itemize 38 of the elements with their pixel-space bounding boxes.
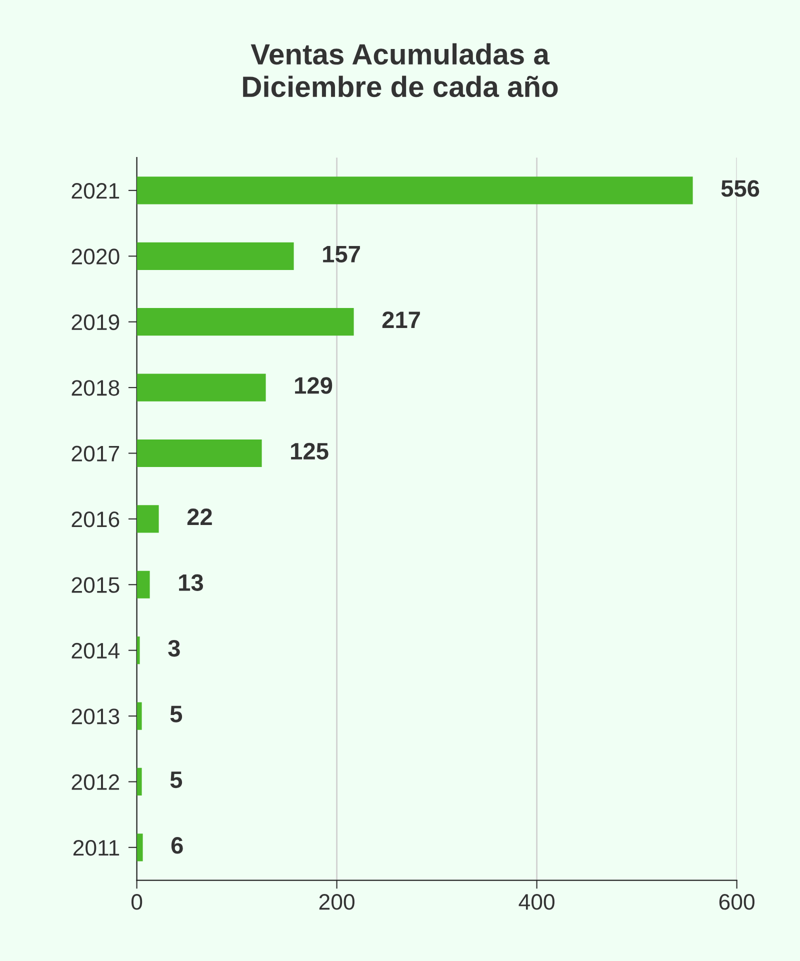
bar (136, 439, 262, 468)
bar (136, 834, 143, 862)
bar (136, 242, 294, 270)
y-tick-label: 2014 (72, 642, 120, 659)
y-tick-label: 2019 (72, 314, 120, 330)
data-label: 556 (721, 180, 760, 197)
x-tick-label: 600 (719, 894, 754, 910)
y-tick-label: 2021 (72, 182, 120, 199)
y-tick-label: 2016 (72, 511, 120, 528)
x-tick-label: 400 (518, 894, 554, 910)
bar (136, 768, 142, 796)
data-label: 125 (291, 442, 328, 460)
x-tick-label: 200 (319, 894, 354, 910)
y-tick-label: 2017 (72, 446, 120, 462)
data-label: 129 (295, 377, 332, 394)
bar (136, 176, 693, 204)
bar (136, 570, 150, 598)
data-label: 5 (170, 706, 182, 722)
bar (136, 505, 159, 533)
chart-title: Ventas Acumuladas a Diciembre de cada año (243, 43, 558, 98)
bar (136, 702, 142, 730)
data-label: 217 (382, 311, 420, 328)
x-tick-label: 0 (131, 894, 142, 910)
bar (136, 308, 354, 336)
data-label: 13 (179, 574, 203, 592)
y-tick-label: 2011 (73, 840, 120, 856)
y-tick-label: 2012 (72, 774, 120, 790)
data-label: 157 (323, 246, 360, 262)
y-tick-label: 2013 (72, 708, 120, 724)
data-label: 5 (170, 772, 182, 788)
data-label: 22 (187, 508, 212, 526)
y-tick-label: 2020 (72, 248, 120, 264)
y-tick-label: 2018 (72, 380, 120, 396)
data-label: 6 (171, 837, 183, 854)
data-label: 3 (168, 640, 180, 657)
bar (136, 374, 266, 402)
y-tick-label: 2015 (72, 577, 120, 593)
bar (136, 636, 140, 664)
